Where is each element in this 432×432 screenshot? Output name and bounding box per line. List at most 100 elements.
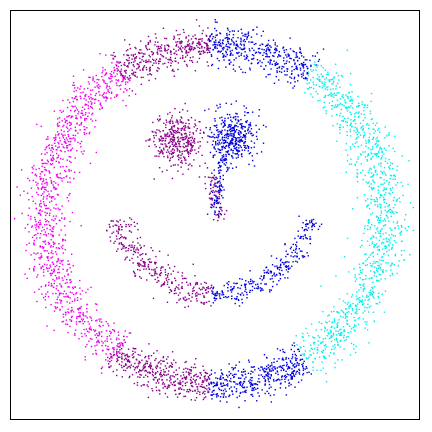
- cyan-ring-arc-point: [378, 264, 380, 267]
- cyan-ring-arc-point: [332, 104, 334, 107]
- purple-ring-arc-point: [130, 231, 133, 233]
- magenta-ring-arc-point: [109, 73, 112, 75]
- blue-blob-point: [226, 113, 229, 116]
- magenta-ring-arc-point: [56, 173, 59, 176]
- cyan-ring-arc-point: [367, 198, 369, 200]
- blue-ring-arc-point: [251, 289, 253, 292]
- purple-ring-arc-point: [153, 352, 155, 354]
- purple-blob-point: [189, 136, 191, 139]
- blue-ring-arc-point: [220, 385, 223, 387]
- magenta-ring-arc-point: [68, 155, 70, 158]
- magenta-ring-arc-point: [86, 303, 88, 306]
- purple-ring-arc-point: [207, 45, 209, 47]
- cyan-ring-arc-point: [353, 116, 356, 118]
- purple-ring-arc-point: [162, 373, 165, 376]
- blue-blob-point: [241, 149, 243, 151]
- purple-blob-point: [175, 121, 177, 123]
- blue-ring-arc-point: [276, 45, 278, 47]
- magenta-ring-arc-point: [39, 222, 42, 224]
- purple-ring-arc-point: [147, 263, 150, 266]
- blue-ring-arc-point: [252, 387, 255, 390]
- blue-ring-arc-point: [249, 69, 251, 71]
- blue-ring-arc-point: [256, 59, 259, 61]
- purple-ring-arc-point: [166, 276, 169, 278]
- magenta-ring-arc-point: [35, 227, 37, 229]
- blue-ring-arc-point: [232, 64, 235, 66]
- purple-ring-arc-point: [116, 357, 118, 360]
- cyan-ring-arc-point: [389, 187, 392, 190]
- blue-blob-point: [219, 149, 222, 151]
- blue-blob-point: [225, 136, 227, 139]
- cyan-ring-arc-point: [383, 201, 385, 203]
- cyan-ring-arc-point: [385, 247, 388, 249]
- purple-ring-arc-point: [125, 223, 127, 226]
- magenta-ring-arc-point: [115, 79, 117, 81]
- blue-ring-arc-point: [290, 348, 292, 351]
- magenta-ring-arc-point: [82, 322, 84, 325]
- purple-ring-arc-point: [137, 252, 139, 254]
- blue-ring-arc-point: [263, 51, 265, 54]
- cyan-ring-arc-point: [312, 81, 314, 83]
- blue-ring-arc-point: [299, 69, 302, 71]
- blue-blob-point: [219, 151, 222, 154]
- blue-ring-arc-point: [284, 243, 286, 246]
- purple-blob-point: [158, 138, 160, 140]
- blue-ring-arc-point: [280, 376, 283, 378]
- blue-ring-arc-point: [269, 365, 271, 368]
- blue-ring-arc-point: [299, 359, 301, 361]
- cyan-ring-arc-point: [309, 354, 311, 356]
- magenta-ring-arc-point: [69, 192, 71, 195]
- magenta-ring-arc-point: [77, 141, 79, 144]
- cyan-ring-arc-point: [328, 102, 331, 104]
- cyan-ring-arc-point: [324, 330, 326, 332]
- magenta-ring-arc-point: [52, 159, 54, 162]
- magenta-ring-arc-point: [79, 116, 82, 118]
- magenta-ring-arc-point: [46, 267, 48, 270]
- magenta-ring-arc-point: [44, 240, 46, 242]
- magenta-ring-arc-point: [71, 105, 73, 107]
- cyan-ring-arc-point: [370, 92, 373, 95]
- blue-ring-arc-point: [212, 44, 214, 46]
- blue-ring-arc-point: [238, 361, 241, 363]
- magenta-ring-arc-point: [110, 73, 113, 76]
- blue-ring-arc-point: [269, 291, 271, 293]
- purple-ring-arc-point: [185, 52, 187, 54]
- purple-ring-arc-point: [154, 263, 156, 265]
- purple-ring-arc-point: [127, 359, 130, 361]
- purple-blob-point: [183, 133, 186, 135]
- cyan-ring-arc-point: [377, 230, 379, 232]
- purple-ring-arc-point: [194, 381, 196, 383]
- magenta-ring-arc-point: [118, 85, 121, 87]
- magenta-ring-arc-point: [87, 101, 90, 103]
- blue-ring-arc-point: [295, 260, 297, 262]
- blue-ring-arc-point: [209, 374, 211, 376]
- purple-ring-arc-point: [198, 57, 201, 60]
- purple-ring-arc-point: [210, 284, 213, 287]
- magenta-ring-arc-point: [97, 99, 100, 102]
- magenta-ring-arc-point: [96, 334, 99, 337]
- purple-ring-arc-point: [134, 46, 136, 49]
- blue-ring-arc-point: [261, 43, 264, 46]
- magenta-ring-arc-point: [58, 143, 60, 145]
- cyan-ring-arc-point: [338, 319, 340, 321]
- purple-ring-arc-point: [164, 269, 167, 271]
- magenta-ring-arc-point: [68, 170, 70, 172]
- purple-blob-point: [177, 136, 179, 138]
- purple-ring-arc-point: [119, 356, 121, 358]
- purple-blob-point: [147, 139, 149, 141]
- cyan-ring-arc-point: [358, 104, 361, 107]
- blue-ring-arc-point: [236, 295, 238, 298]
- blue-ring-arc-point: [208, 383, 211, 386]
- purple-blob-point: [181, 162, 183, 164]
- blue-ring-arc-point: [278, 269, 281, 271]
- purple-ring-arc-point: [160, 376, 162, 378]
- magenta-ring-arc-point: [115, 353, 118, 355]
- magenta-ring-arc-point: [122, 77, 124, 80]
- purple-ring-arc-point: [173, 70, 175, 72]
- magenta-ring-arc-point: [28, 268, 31, 270]
- purple-ring-arc-point: [184, 48, 186, 50]
- magenta-ring-arc-point: [102, 79, 104, 81]
- cyan-ring-arc-point: [316, 77, 318, 80]
- blue-ring-arc-point: [222, 52, 224, 55]
